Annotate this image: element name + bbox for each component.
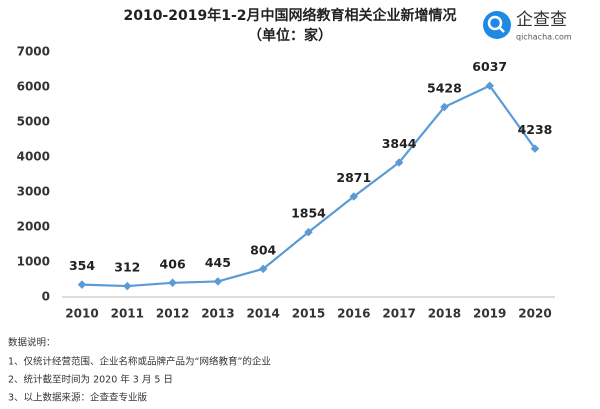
marker <box>394 158 404 167</box>
data-label: 445 <box>205 255 231 270</box>
logo: 企查查 qichacha.com <box>483 10 572 42</box>
marker <box>349 192 359 201</box>
chart-title: 2010-2019年1-2月中国网络教育相关企业新增情况 <box>123 7 456 24</box>
x-tick-label: 2016 <box>337 307 370 321</box>
marker <box>168 278 177 288</box>
data-label: 6037 <box>472 59 507 74</box>
notes-heading: 数据说明： <box>8 337 56 349</box>
x-tick-label: 2013 <box>201 307 234 321</box>
marker <box>485 81 494 90</box>
x-tick-label: 2011 <box>111 307 144 321</box>
y-tick-label: 2000 <box>17 220 50 234</box>
data-label: 5428 <box>427 81 462 96</box>
marker <box>304 227 313 237</box>
y-tick-label: 7000 <box>17 45 50 59</box>
data-label: 804 <box>250 242 276 257</box>
x-tick-label: 2014 <box>246 307 279 321</box>
data-label: 2871 <box>336 170 371 185</box>
x-tick-label: 2012 <box>156 307 189 321</box>
x-tick-label: 2010 <box>65 307 98 321</box>
x-tick-label: 2017 <box>382 307 415 321</box>
data-label: 3844 <box>382 136 417 151</box>
marker <box>123 281 132 291</box>
line <box>81 84 536 288</box>
data-label: 312 <box>114 260 140 275</box>
data-label: 406 <box>160 256 186 271</box>
y-tick-label: 5000 <box>17 115 50 129</box>
data-label: 1854 <box>291 206 326 221</box>
chart-subtitle: （单位：家） <box>248 27 332 44</box>
logo-handle <box>498 26 505 33</box>
logo-brand: 企查查 <box>516 10 567 30</box>
y-tick-label: 4000 <box>17 150 50 164</box>
y-tick-label: 0 <box>42 290 50 304</box>
logo-icon <box>483 11 511 39</box>
x-tick-label: 2018 <box>428 307 461 321</box>
marker <box>77 280 87 289</box>
note: 3、以上数据来源：企查查专业版 <box>8 392 148 404</box>
logo-site: qichacha.com <box>516 33 572 42</box>
marker <box>213 277 223 286</box>
note: 1、仅统计经营范围、企业名称或品牌产品为“网络教育”的企业 <box>8 356 271 368</box>
y-tick-label: 6000 <box>17 80 50 94</box>
x-tick-label: 2020 <box>518 307 551 321</box>
x-tick-label: 2019 <box>473 307 506 321</box>
x-tick-label: 2015 <box>292 307 325 321</box>
marker <box>440 102 449 112</box>
y-tick-label: 3000 <box>17 185 50 199</box>
y-tick-label: 1000 <box>17 255 50 269</box>
logo-glass <box>487 15 503 31</box>
marker <box>258 264 268 274</box>
data-label: 354 <box>69 258 95 273</box>
note: 2、统计截至时间为 2020 年 3 月 5 日 <box>8 374 173 386</box>
data-label: 4238 <box>518 122 553 137</box>
